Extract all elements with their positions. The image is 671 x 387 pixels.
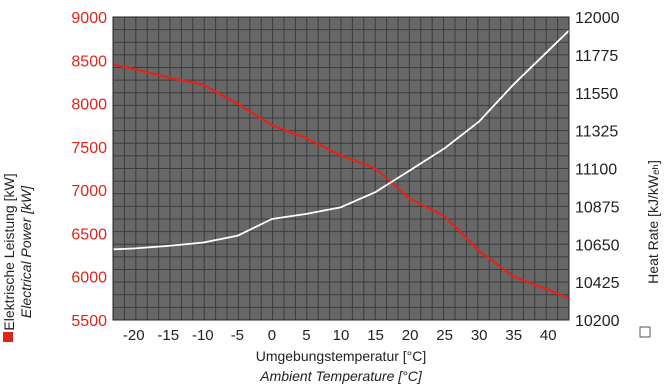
y-right-tick-label: 10200 (575, 313, 620, 330)
x-tick-label: 20 (402, 327, 419, 344)
x-tick-label: 15 (367, 327, 384, 344)
y-right-tick-label: 10425 (575, 275, 620, 292)
x-tick-label: -15 (157, 327, 179, 344)
y-left-tick-label: 8000 (71, 97, 107, 114)
y-right-tick-label: 10650 (575, 237, 620, 254)
y-left-tick-label: 9000 (71, 10, 107, 27)
x-tick-label: 25 (436, 327, 453, 344)
y-left-tick-label: 7000 (71, 183, 107, 200)
right-axis-label: Heat Rate [kJ/kWₑₕ] (645, 160, 661, 284)
x-tick-label: 30 (471, 327, 488, 344)
x-tick-label: -20 (123, 327, 145, 344)
x-tick-label: -5 (231, 327, 244, 344)
y-right-tick-label: 11550 (575, 86, 618, 103)
x-tick-label: 5 (302, 327, 310, 344)
x-tick-label: 10 (333, 327, 350, 344)
y-right-tick-label: 10875 (575, 199, 620, 216)
x-axis-label-en: Ambient Temperature [°C] (259, 368, 423, 384)
x-tick-label: 35 (505, 327, 522, 344)
left-axis-label-en: Electrical Power [kW] (18, 185, 34, 318)
axis-layer: 5500600065007000750080008500900010200104… (71, 10, 619, 344)
y-right-tick-label: 11325 (575, 124, 618, 141)
y-left-tick-label: 5500 (71, 313, 107, 330)
left-axis-title: Elektrische Leistung [kW] Electrical Pow… (1, 173, 34, 330)
grid (113, 17, 569, 320)
left-axis-label: Elektrische Leistung [kW] (1, 173, 17, 330)
y-left-tick-label: 8500 (71, 53, 107, 70)
y-right-tick-label: 12000 (575, 10, 620, 27)
y-right-tick-label: 11775 (575, 48, 618, 65)
x-tick-label: -10 (192, 327, 214, 344)
series-layer (112, 29, 570, 300)
x-axis-label: Umgebungstemperatur [°C] (256, 348, 427, 364)
y-left-tick-label: 6500 (71, 226, 107, 243)
y-left-tick-label: 7500 (71, 140, 107, 157)
series-line-electrical-power (112, 63, 570, 300)
y-left-tick-label: 6000 (71, 270, 107, 287)
x-tick-label: 40 (540, 327, 557, 344)
heat-rate-legend-swatch (639, 326, 651, 338)
y-right-tick-label: 11100 (575, 162, 617, 179)
plot-frame (112, 16, 570, 321)
series-line-heat-rate (112, 29, 570, 251)
x-tick-label: 0 (268, 327, 276, 344)
power-legend-swatch (3, 332, 13, 342)
